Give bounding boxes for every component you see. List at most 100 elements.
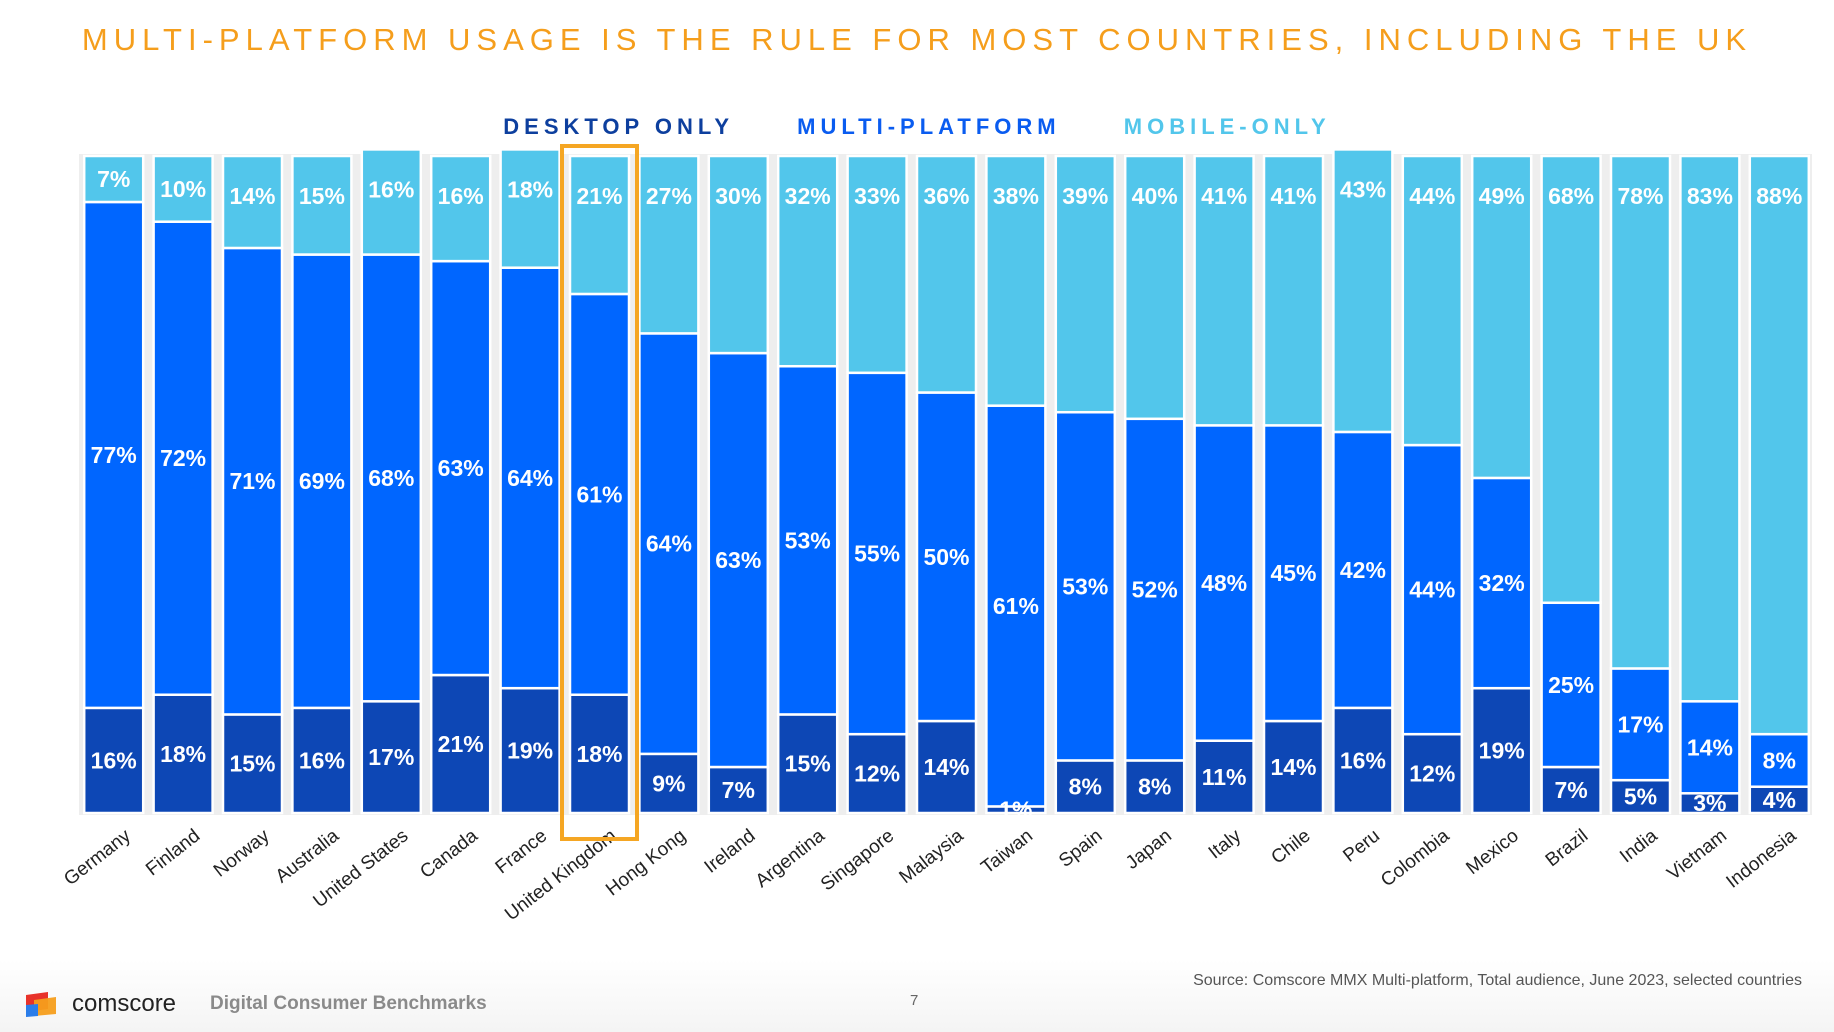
category-label-peru: Peru xyxy=(1339,825,1384,866)
bar-segment-france-multi xyxy=(499,266,561,690)
highlight-box-united-kingdom xyxy=(560,144,639,841)
value-label-vietnam-mobile: 83% xyxy=(1687,183,1733,209)
value-label-united-states-desktop: 17% xyxy=(368,744,414,770)
value-label-taiwan-mobile: 38% xyxy=(993,183,1039,209)
bar-segment-colombia-desktop xyxy=(1401,732,1464,815)
category-label-japan: Japan xyxy=(1122,825,1176,873)
category-label-mexico: Mexico xyxy=(1462,825,1522,879)
bar-segment-norway-mobile xyxy=(221,154,284,250)
value-label-indonesia-multi: 8% xyxy=(1763,747,1796,773)
bar-segment-united-states-desktop xyxy=(360,700,423,815)
bar-segment-malaysia-mobile xyxy=(915,154,978,394)
value-label-japan-multi: 52% xyxy=(1132,577,1178,603)
bar-segment-taiwan-multi xyxy=(985,404,1047,808)
category-label-canada: Canada xyxy=(416,825,482,883)
legend-mobile: MOBILE-ONLY xyxy=(1123,114,1331,139)
value-label-brazil-mobile: 68% xyxy=(1548,183,1594,209)
value-label-italy-mobile: 41% xyxy=(1201,183,1247,209)
value-label-india-multi: 17% xyxy=(1617,711,1663,737)
category-label-ireland: Ireland xyxy=(701,825,760,877)
category-label-singapore: Singapore xyxy=(817,825,898,895)
bar-segment-australia-mobile xyxy=(291,154,353,256)
bar-segment-mexico-multi xyxy=(1470,476,1533,690)
bar-segment-chile-multi xyxy=(1262,424,1325,723)
value-label-mexico-mobile: 49% xyxy=(1479,183,1525,209)
brand-block: comscore Digital Consumer Benchmarks xyxy=(24,990,487,1018)
bar-segment-canada-multi xyxy=(429,259,492,677)
bar-segment-vietnam-multi xyxy=(1679,700,1741,795)
category-label-spain: Spain xyxy=(1055,825,1106,871)
bar-segment-italy-desktop xyxy=(1193,739,1255,815)
value-label-colombia-mobile: 44% xyxy=(1409,183,1455,209)
bar-segment-mexico-desktop xyxy=(1470,686,1533,815)
bar-segment-spain-mobile xyxy=(1054,154,1117,414)
value-label-peru-mobile: 43% xyxy=(1340,176,1386,202)
bar-segment-taiwan-mobile xyxy=(985,154,1047,407)
value-label-mexico-desktop: 19% xyxy=(1479,738,1525,764)
bar-segment-hong-kong-mobile xyxy=(638,154,700,335)
bar-segment-italy-multi xyxy=(1193,424,1255,742)
bar-segment-mexico-mobile xyxy=(1470,154,1533,480)
value-label-vietnam-desktop: 3% xyxy=(1693,790,1726,816)
category-label-vietnam: Vietnam xyxy=(1663,825,1731,884)
value-label-singapore-desktop: 12% xyxy=(854,761,900,787)
bar-segment-peru-desktop xyxy=(1332,706,1394,815)
value-label-indonesia-desktop: 4% xyxy=(1763,787,1796,813)
category-label-france: France xyxy=(492,825,552,878)
value-label-hong-kong-mobile: 27% xyxy=(646,183,692,209)
value-label-chile-multi: 45% xyxy=(1270,560,1316,586)
footer-band xyxy=(0,960,1834,1032)
legend-multi: MULTI-PLATFORM xyxy=(797,114,1061,139)
value-label-india-desktop: 5% xyxy=(1624,784,1657,810)
value-label-ireland-mobile: 30% xyxy=(715,183,761,209)
value-label-australia-mobile: 15% xyxy=(299,183,345,209)
value-label-japan-mobile: 40% xyxy=(1132,183,1178,209)
value-label-peru-multi: 42% xyxy=(1340,557,1386,583)
value-label-canada-desktop: 21% xyxy=(438,731,484,757)
category-label-indonesia: Indonesia xyxy=(1723,825,1801,893)
bar-segment-brazil-desktop xyxy=(1540,765,1602,815)
source-note: Source: Comscore MMX Multi-platform, Tot… xyxy=(1193,972,1802,989)
value-label-singapore-mobile: 33% xyxy=(854,183,900,209)
bar-segment-malaysia-multi xyxy=(915,391,978,723)
bar-segment-indonesia-mobile xyxy=(1748,154,1811,736)
value-label-spain-mobile: 39% xyxy=(1062,183,1108,209)
value-label-finland-desktop: 18% xyxy=(160,741,206,767)
bar-segment-ireland-desktop xyxy=(707,765,770,815)
bar-segment-norway-desktop xyxy=(221,713,284,815)
value-label-japan-desktop: 8% xyxy=(1138,774,1171,800)
category-label-malaysia: Malaysia xyxy=(896,825,968,888)
stacked-bar-chart: 16% 77% 7% 18% 72% 10% 15% 71% 14% 16% 69% 15% 17% 68… xyxy=(60,144,1812,925)
value-label-italy-desktop: 11% xyxy=(1202,764,1247,790)
bar-segment-finland-multi xyxy=(152,220,214,696)
bar-segment-colombia-multi xyxy=(1401,443,1464,736)
bar-segment-united-kingdom-multi xyxy=(568,292,631,696)
bar-segment-brazil-mobile xyxy=(1540,154,1602,605)
bar-segment-indonesia-multi xyxy=(1748,732,1811,788)
value-label-germany-desktop: 16% xyxy=(91,747,137,773)
category-label-india: India xyxy=(1616,825,1662,867)
legend: DESKTOP ONLY MULTI-PLATFORM MOBILE-ONLY xyxy=(0,114,1834,140)
value-label-united-states-mobile: 16% xyxy=(368,176,414,202)
page-title: MULTI-PLATFORM USAGE IS THE RULE FOR MOS… xyxy=(81,22,1753,57)
bar-segment-peru-mobile xyxy=(1332,148,1394,434)
value-label-france-mobile: 18% xyxy=(507,176,553,202)
value-label-australia-desktop: 16% xyxy=(299,747,345,773)
value-label-united-kingdom-multi: 61% xyxy=(576,481,622,507)
bar-segment-ireland-multi xyxy=(707,351,770,769)
bar-segment-chile-desktop xyxy=(1262,719,1325,815)
value-label-united-states-multi: 68% xyxy=(368,465,414,491)
legend-desktop: DESKTOP ONLY xyxy=(503,114,735,139)
value-label-malaysia-mobile: 36% xyxy=(923,183,969,209)
category-label-finland: Finland xyxy=(142,825,204,880)
bar-segment-united-states-multi xyxy=(360,253,423,703)
bar-segment-australia-desktop xyxy=(291,706,353,815)
value-label-taiwan-multi: 61% xyxy=(993,593,1039,619)
value-label-argentina-desktop: 15% xyxy=(785,751,831,777)
value-label-mexico-multi: 32% xyxy=(1479,570,1525,596)
bar-segment-argentina-multi xyxy=(776,364,839,716)
value-label-france-desktop: 19% xyxy=(507,738,553,764)
value-label-ireland-multi: 63% xyxy=(715,547,761,573)
category-label-chile: Chile xyxy=(1268,825,1315,868)
value-label-hong-kong-multi: 64% xyxy=(646,531,692,557)
